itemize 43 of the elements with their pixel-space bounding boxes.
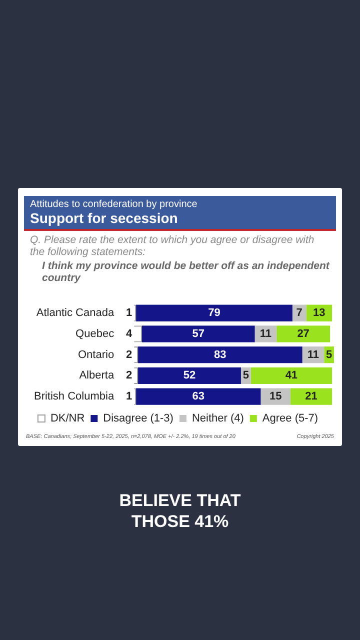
text: Q. Please rate the extent to which you agree or disagree with the following statements: — [30, 234, 316, 258]
data-label: 27 — [297, 328, 310, 340]
data-label: 21 — [305, 390, 318, 403]
data-label: 1 — [126, 390, 132, 403]
y-tick-label: Quebec — [76, 328, 115, 340]
bar — [290, 388, 332, 405]
bar — [136, 388, 261, 405]
bar — [142, 326, 255, 342]
legend-label: Disagree (1-3) — [103, 412, 174, 425]
legend-label: Agree (5-7) — [262, 412, 318, 425]
data-label: 52 — [183, 370, 196, 382]
bar — [292, 304, 306, 322]
data-label: 1 — [126, 307, 132, 320]
bar — [136, 304, 292, 322]
data-label: 7 — [296, 307, 302, 320]
bar — [250, 367, 332, 384]
data-label: 11 — [307, 348, 320, 361]
text: I think my province would be better off as an independent country — [42, 260, 330, 284]
y-tick-label: Ontario — [78, 348, 114, 361]
y-tick-label: Alberta — [79, 370, 115, 382]
data-label: 2 — [126, 348, 132, 361]
data-label: 4 — [126, 328, 133, 340]
data-label: 83 — [214, 348, 226, 361]
data-label: 5 — [326, 348, 332, 361]
bar — [138, 346, 302, 364]
data-label: 13 — [313, 307, 326, 320]
chart-title: Support for secession — [30, 210, 179, 226]
data-label: 2 — [126, 370, 132, 382]
data-label: 79 — [208, 307, 220, 320]
y-tick-label: Atlantic Canada — [36, 307, 115, 320]
chart-subtitle: Attitudes to confederation by province — [30, 199, 198, 210]
data-label: 41 — [285, 370, 298, 382]
bar — [138, 367, 241, 384]
y-tick-label: British Columbia — [34, 390, 115, 403]
bar — [276, 326, 330, 342]
data-label: 11 — [260, 328, 272, 340]
data-label: 15 — [269, 390, 282, 403]
legend-label: Neither (4) — [192, 412, 244, 425]
data-label: 63 — [192, 390, 205, 403]
legend-label: DK/NR — [50, 412, 85, 425]
text: BELIEVE THAT THOSE 41% — [118, 490, 242, 532]
data-label: 5 — [242, 370, 249, 382]
data-label: 57 — [192, 328, 205, 340]
